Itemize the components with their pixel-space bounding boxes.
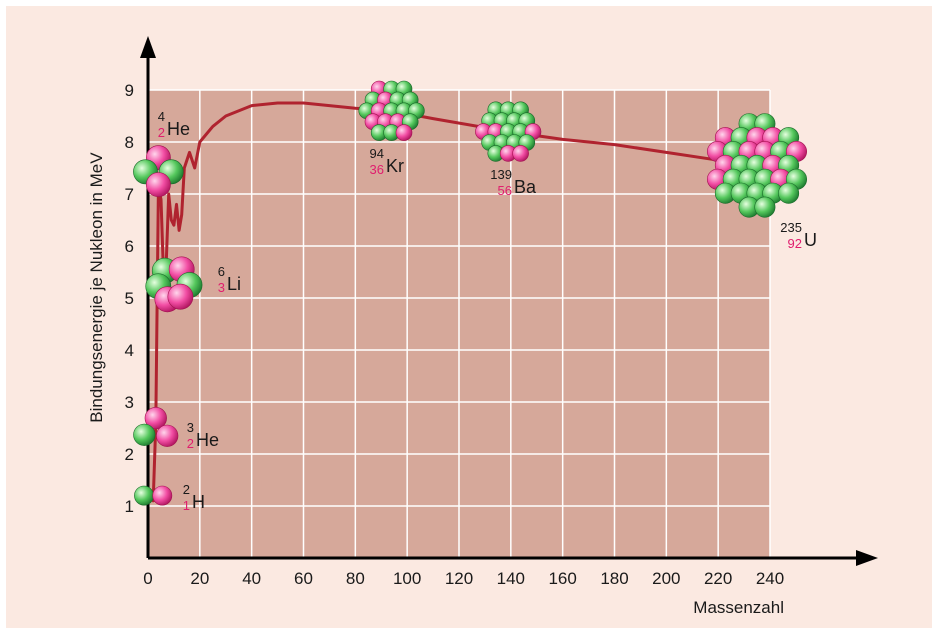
proton <box>156 424 179 447</box>
neutron <box>133 423 156 446</box>
nuclide-symbol: H <box>192 492 205 512</box>
y-tick-label: 2 <box>125 445 134 464</box>
nuclide-atomic-number: 2 <box>187 436 194 451</box>
x-tick-label: 0 <box>143 569 152 588</box>
nuclide-he3 <box>133 407 179 447</box>
nuclide-atomic-number: 36 <box>370 162 384 177</box>
nuclide-mass-number: 139 <box>490 167 512 182</box>
axes <box>140 36 878 566</box>
y-tick-label: 8 <box>125 133 134 152</box>
y-tick-label: 7 <box>125 185 134 204</box>
x-axis-arrow-icon <box>856 550 878 566</box>
x-tick-label: 220 <box>704 569 732 588</box>
nuclide-symbol: Li <box>227 274 241 294</box>
nuclide-atomic-number: 3 <box>218 280 225 295</box>
neutron <box>134 485 154 506</box>
y-axis-arrow-icon <box>140 36 156 58</box>
neutron <box>778 182 800 204</box>
nuclide-h2 <box>134 485 173 506</box>
proton <box>152 485 173 506</box>
nuclide-mass-number: 4 <box>158 109 165 124</box>
y-tick-label: 6 <box>125 237 134 256</box>
x-tick-label: 20 <box>190 569 209 588</box>
nuclide-kr94 <box>358 80 425 141</box>
nuclide-label-h2: 21 H <box>183 482 205 513</box>
nuclide-symbol: He <box>196 430 219 450</box>
x-tick-label: 40 <box>242 569 261 588</box>
nuclide-symbol: He <box>167 119 190 139</box>
nuclide-mass-number: 3 <box>187 420 194 435</box>
x-tick-label: 200 <box>652 569 680 588</box>
y-tick-label: 5 <box>125 289 134 308</box>
y-tick-label: 1 <box>125 497 134 516</box>
x-tick-labels: 0 20 40 60 80 100 120 140 160 180 200 220 240 <box>143 569 784 588</box>
proton <box>144 407 167 430</box>
y-tick-label: 4 <box>125 341 134 360</box>
nuclide-ba139 <box>475 101 542 162</box>
nuclide-label-li6: 63 Li <box>218 264 241 295</box>
nuclide-mass-number: 94 <box>370 146 384 161</box>
nuclide-atomic-number: 56 <box>498 183 512 198</box>
nuclide-mass-number: 6 <box>218 264 225 279</box>
y-tick-label: 3 <box>125 393 134 412</box>
nuclide-li6 <box>145 256 203 313</box>
nuclide-atomic-number: 92 <box>788 236 802 251</box>
x-tick-label: 80 <box>346 569 365 588</box>
proton <box>167 283 194 310</box>
nuclide-mass-number: 235 <box>780 220 802 235</box>
proton <box>395 124 413 141</box>
nuclide-label-he3: 32 He <box>187 420 219 451</box>
x-tick-label: 160 <box>548 569 576 588</box>
x-axis-label: Massenzahl <box>693 598 784 617</box>
nuclide-he4 <box>133 145 184 198</box>
proton <box>512 145 529 162</box>
nuclide-label-he4: 42 He <box>158 109 190 140</box>
y-axis-label: Bindungsenergie je Nukleon in MeV <box>87 152 106 423</box>
nuclide-atomic-number: 2 <box>158 125 165 140</box>
proton <box>145 172 171 198</box>
nuclide-symbol: Ba <box>514 177 537 197</box>
grid <box>148 89 771 558</box>
y-tick-labels: 1 2 3 4 5 6 7 8 9 <box>125 81 134 516</box>
neutron <box>754 196 776 218</box>
nuclide-atomic-number: 1 <box>183 498 190 513</box>
nuclide-symbol: Kr <box>386 156 404 176</box>
x-tick-label: 60 <box>294 569 313 588</box>
x-tick-label: 140 <box>497 569 525 588</box>
y-tick-label: 9 <box>125 81 134 100</box>
x-tick-label: 240 <box>756 569 784 588</box>
nuclide-symbol: U <box>804 230 817 250</box>
x-tick-label: 120 <box>445 569 473 588</box>
nuclide-u235 <box>706 113 807 218</box>
x-tick-label: 100 <box>393 569 421 588</box>
nuclide-mass-number: 2 <box>183 482 190 497</box>
x-tick-label: 180 <box>600 569 628 588</box>
